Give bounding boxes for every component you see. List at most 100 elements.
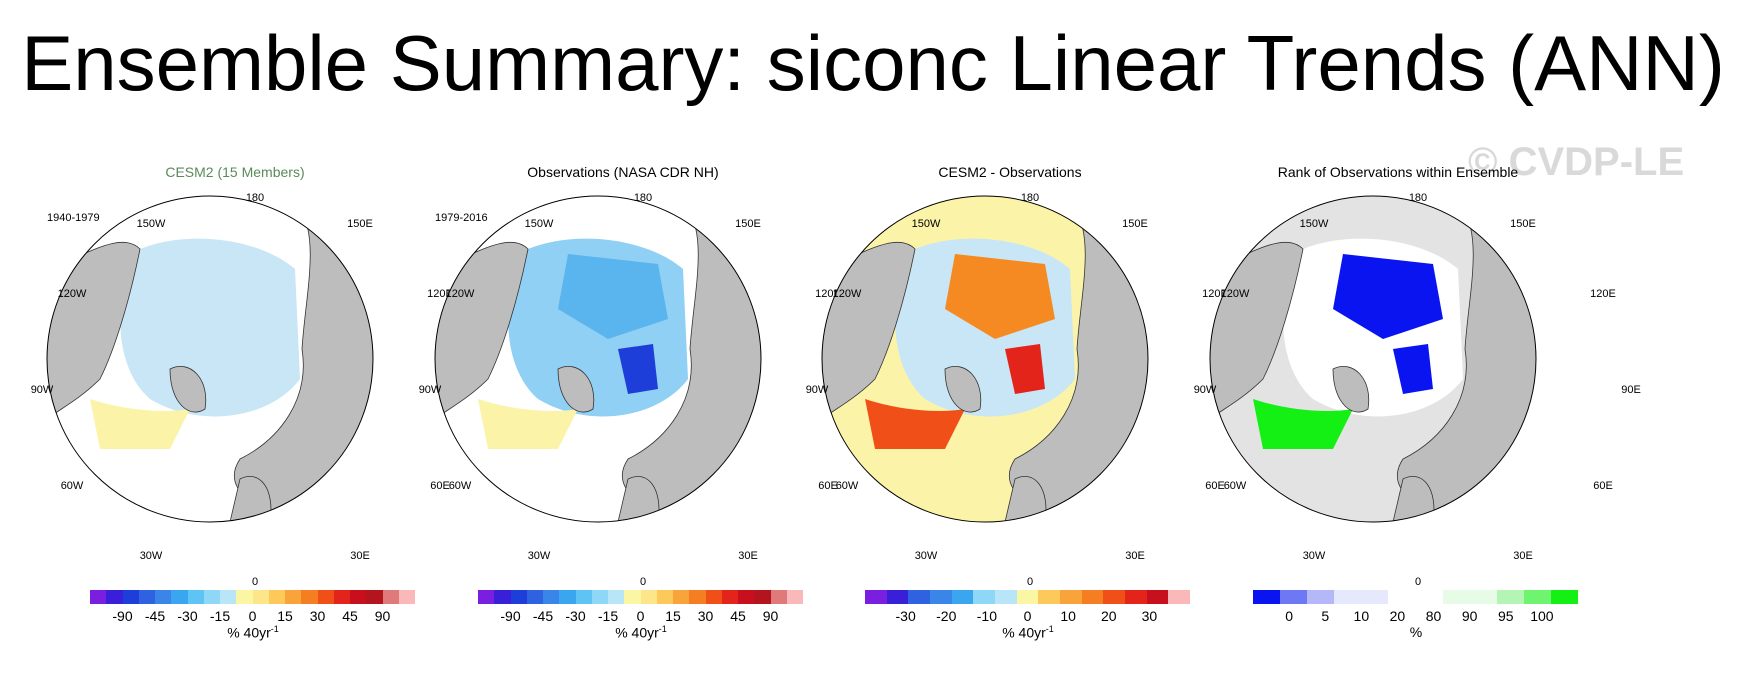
colorbar-tick-label: 30: [309, 608, 326, 624]
colorbar-swatch: [559, 590, 576, 604]
lon-label-30w: 30W: [1302, 550, 1326, 562]
colorbar-swatch: [1060, 590, 1082, 604]
polar-map: [1209, 195, 1537, 523]
colorbar-ticks: -90 -45 -30 -15 0 15 30 45 90: [478, 608, 803, 626]
colorbar-swatch: [673, 590, 690, 604]
colorbar-swatch: [575, 590, 592, 604]
lon-label-bottom: 0: [251, 576, 259, 588]
colorbar-swatch: [1146, 590, 1169, 604]
lon-label-150e: 150E: [1510, 218, 1536, 230]
lon-label-top: 180: [245, 192, 265, 204]
colorbar-swatch: [1016, 590, 1039, 604]
colorbar-tick-label: 100: [1530, 608, 1554, 624]
lon-label-150w: 150W: [1299, 218, 1329, 230]
colorbar-swatch: [1168, 590, 1191, 604]
colorbar-swatch: [203, 590, 220, 604]
colorbar-tick-label: 45: [730, 608, 746, 624]
colorbar-tick-label: 95: [1497, 608, 1514, 624]
polar-map: [46, 195, 374, 523]
colorbar-swatch: [754, 590, 771, 604]
colorbar-swatch: [591, 590, 608, 604]
land-north-america: [822, 241, 916, 420]
sea-ice-trend-core: [558, 254, 668, 339]
colorbar-tick-label: 90: [374, 608, 391, 624]
map-panel-3: CESM2 - Observations 180 150W 150E 120W …: [800, 0, 1253, 674]
page-title: Ensemble Summary: siconc Linear Trends (…: [21, 19, 1725, 107]
colorbar-swatch: [1442, 590, 1470, 604]
lon-label-30e: 30E: [1125, 550, 1145, 562]
colorbar-swatch: [1361, 590, 1389, 604]
colorbar: [478, 590, 803, 604]
colorbar-swatch: [138, 590, 155, 604]
colorbar-label: % 40yr-1: [1002, 624, 1054, 641]
colorbar-swatch: [1496, 590, 1524, 604]
map-layers: [435, 196, 761, 522]
lon-label-top: 180: [1020, 192, 1040, 204]
colorbar-ticks: -30 -20 -10 0 10 20 30: [865, 608, 1190, 626]
colorbar-swatch: [171, 590, 188, 604]
colorbar-tick-label: 10: [1060, 608, 1076, 624]
map-border: [434, 195, 762, 523]
colorbar-swatch: [398, 590, 415, 604]
colorbar-tick-label: 20: [1100, 608, 1117, 624]
lon-label-30e: 30E: [738, 550, 758, 562]
land-greenland: [169, 366, 207, 413]
colorbar-swatch: [786, 590, 803, 604]
lon-label-30w: 30W: [527, 550, 551, 562]
lon-label-60w: 60W: [448, 480, 472, 492]
colorbar-label: % 40yr-1: [227, 624, 279, 641]
colorbar-swatch: [656, 590, 673, 604]
lon-label-120w: 120W: [445, 288, 475, 300]
colorbar-swatch: [510, 590, 527, 604]
colorbar-swatch: [333, 590, 350, 604]
lon-label-90w: 90W: [1193, 384, 1217, 396]
colorbar-tick-label: 90: [1461, 608, 1478, 624]
lon-label-top: 180: [633, 192, 653, 204]
period-label: 1979-2016: [435, 212, 488, 224]
map-layers: [1210, 196, 1536, 522]
colorbar-tick-label: 30: [697, 608, 714, 624]
sea-ice-trend-core: [170, 254, 280, 339]
colorbar-swatch: [721, 590, 738, 604]
colorbar-swatch: [366, 590, 383, 604]
lon-label-60w: 60W: [1223, 480, 1247, 492]
sea-ice-trend-atlantic: [865, 399, 965, 449]
colorbar-tick-label: -30: [565, 608, 586, 624]
sea-ice-trend-atlantic: [90, 399, 190, 449]
lon-label-30w: 30W: [914, 550, 938, 562]
land-greenland: [1332, 366, 1370, 413]
colorbar-swatch: [770, 590, 787, 604]
colorbar-tick-label: 20: [1389, 608, 1406, 624]
colorbar: [90, 590, 415, 604]
colorbar-tick-label: 15: [665, 608, 681, 624]
lon-label-120e: 120E: [427, 288, 453, 300]
colorbar-swatch: [738, 590, 755, 604]
lon-label-90e: 90E: [1621, 384, 1641, 396]
colorbar-swatch: [220, 590, 237, 604]
period-label: 1940-1979: [47, 212, 100, 224]
colorbar-swatch: [1523, 590, 1551, 604]
colorbar-tick-label: 0: [248, 608, 257, 624]
colorbar-swatch: [1103, 590, 1126, 604]
colorbar-swatch: [865, 590, 887, 604]
colorbar-tick-label: 15: [277, 608, 293, 624]
sea-ice-trend-core: [945, 254, 1055, 339]
sea-ice-trend-hotspot: [1005, 344, 1045, 394]
sea-ice-trend-hotspot: [230, 344, 270, 394]
colorbar-tick-label: -15: [597, 608, 619, 624]
colorbar-swatch: [155, 590, 172, 604]
map-border: [46, 195, 374, 523]
polar-map: [434, 195, 762, 523]
lon-label-60e: 60E: [430, 480, 450, 492]
colorbar-swatch: [608, 590, 625, 604]
map-border: [1209, 195, 1537, 523]
colorbar-tick-label: -30: [895, 608, 916, 624]
colorbar-swatch: [1280, 590, 1308, 604]
lon-label-150e: 150E: [347, 218, 373, 230]
lon-label-60w: 60W: [60, 480, 84, 492]
colorbar-swatch: [951, 590, 974, 604]
colorbar-swatch: [122, 590, 139, 604]
colorbar-swatch: [973, 590, 996, 604]
colorbar-swatch: [543, 590, 560, 604]
colorbar-swatch: [1125, 590, 1147, 604]
